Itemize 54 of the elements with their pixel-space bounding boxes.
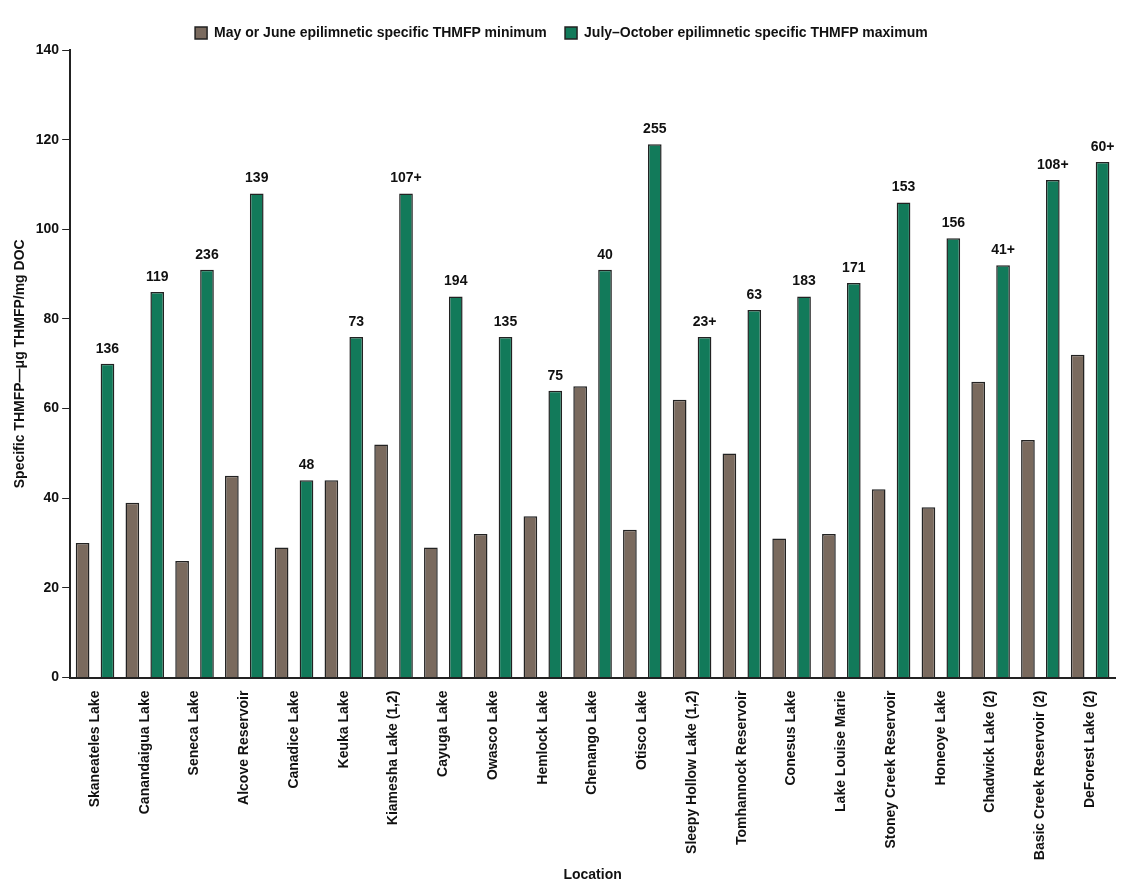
annotation: 75 — [547, 366, 564, 383]
x-tick-label: Canadice Lake — [284, 690, 301, 789]
y-tick-label: 80 — [43, 309, 60, 326]
x-tick-label: Alcove Reservoir — [235, 690, 252, 805]
x-tick-label: Conesus Lake — [782, 690, 799, 786]
x-tick-label: DeForest Lake (2) — [1080, 690, 1097, 809]
x-tick-label: Skaneateles Lake — [85, 690, 102, 808]
annotation: 63 — [746, 285, 763, 302]
x-tick-label: Chenango Lake — [583, 690, 600, 795]
x-tick-label: Otisco Lake — [633, 690, 650, 770]
x-tick-label: Hemlock Lake — [533, 690, 550, 785]
annotation: 108+ — [1037, 155, 1069, 172]
y-tick-label: 60 — [43, 399, 60, 416]
x-tick-label: Kiamesha Lake (1,2) — [384, 690, 401, 826]
annotation: 156 — [941, 214, 966, 231]
x-tick-label: Owasco Lake — [483, 690, 500, 781]
annotation: 60+ — [1090, 137, 1115, 154]
legend-label: July–October epilimnetic specific THMFP maximum — [584, 23, 928, 40]
x-tick-label: Sleepy Hollow Lake (1,2) — [682, 690, 699, 854]
y-tick-label: 120 — [35, 130, 60, 147]
annotation: 41+ — [991, 241, 1015, 258]
annotation: 23+ — [692, 312, 717, 329]
x-tick-label: Lake Louise Marie — [832, 690, 849, 812]
x-tick-label: Tomhannock Reservoir — [732, 690, 749, 846]
y-tick-label: 140 — [35, 40, 60, 57]
x-tick-label: Honeoye Lake — [931, 690, 948, 786]
y-axis-title: Specific THMFP—μg THMFP/mg DOC — [11, 239, 28, 489]
y-tick-label: 100 — [35, 220, 60, 237]
annotation: 194 — [444, 272, 468, 289]
legend-label: May or June epilimnetic specific THMFP minimum — [214, 23, 547, 40]
x-tick-label: Chadwick Lake (2) — [981, 690, 998, 813]
x-tick-label: Basic Creek Reservoir (2) — [1031, 690, 1048, 861]
annotation: 153 — [891, 178, 916, 195]
x-tick-label: Canandaigua Lake — [135, 690, 152, 815]
annotation: 136 — [95, 339, 120, 356]
annotation: 48 — [298, 456, 315, 473]
annotation: 73 — [348, 312, 365, 329]
y-tick-label: 40 — [43, 489, 60, 506]
annotation: 183 — [792, 272, 816, 289]
annotation: 171 — [842, 258, 866, 275]
y-tick-label: 0 — [51, 668, 60, 685]
x-tick-label: Cayuga Lake — [434, 690, 451, 777]
annotation: 135 — [493, 312, 518, 329]
x-tick-label: Stoney Creek Reservoir — [881, 690, 898, 849]
annotation: 107+ — [390, 169, 422, 186]
annotation: 40 — [597, 245, 614, 262]
annotation: 236 — [195, 245, 219, 262]
y-tick-label: 20 — [43, 578, 60, 595]
x-tick-label: Keuka Lake — [334, 690, 351, 769]
annotation: 139 — [245, 169, 269, 186]
annotation: 119 — [145, 267, 169, 284]
x-tick-label: Seneca Lake — [185, 690, 202, 776]
annotation: 255 — [643, 119, 667, 136]
x-axis-title: Location — [563, 866, 622, 883]
